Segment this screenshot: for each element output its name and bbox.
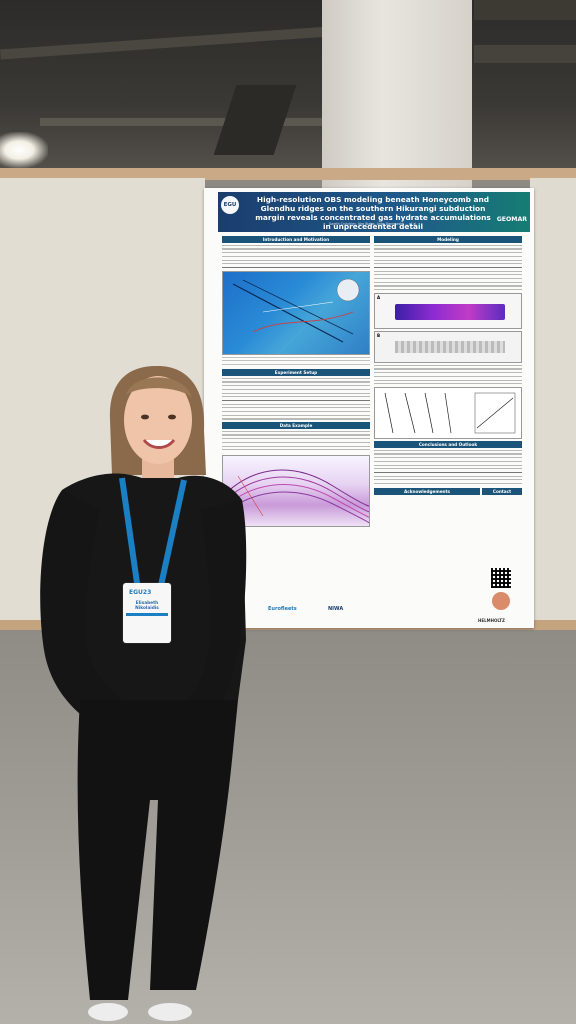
lanyard-left xyxy=(119,477,141,591)
survey-map-figure xyxy=(222,271,370,355)
hair-fringe xyxy=(126,377,192,398)
ceiling-pipe xyxy=(474,45,576,63)
booth-frame-top xyxy=(0,168,576,180)
right-shoe xyxy=(148,1003,192,1021)
section-heading-intro: Introduction and Motivation xyxy=(222,236,370,243)
section-heading-contact: Contact xyxy=(482,488,522,495)
helmholtz-logo: HELMHOLTZ xyxy=(478,618,505,623)
section-heading-modeling: Modeling xyxy=(374,236,522,243)
left-arm xyxy=(40,490,150,740)
section-text xyxy=(222,431,370,453)
ceiling-light xyxy=(0,132,48,168)
figure-label-a: A xyxy=(377,295,381,300)
ray-coverage-band xyxy=(395,341,505,353)
velocity-model-figure-b: B xyxy=(374,331,522,363)
niwa-logo: NIWA xyxy=(328,606,344,612)
poster-authors: Gareth Crutchley, Jörg Bialas, Anke Dann… xyxy=(328,222,418,226)
smile xyxy=(142,438,176,449)
section-text xyxy=(374,450,522,486)
qr-code xyxy=(491,568,511,588)
poster-right-column: Modeling A B Conclus xyxy=(374,236,522,497)
right-eye xyxy=(168,414,176,420)
badge-name: Elisabeth Nikolaidis xyxy=(135,601,159,611)
badge-logo: EGU23 xyxy=(129,589,152,596)
velocity-model-figure-a: A xyxy=(374,293,522,329)
poster-title: High-resolution OBS modeling beneath Hon… xyxy=(255,195,491,231)
ceiling-beam xyxy=(40,118,330,126)
pants xyxy=(77,700,238,1000)
section-text xyxy=(222,378,370,420)
right-arm xyxy=(172,500,247,736)
section-text xyxy=(374,365,522,385)
velocity-profiles-figure xyxy=(374,387,522,439)
geomar-logo: GEOMAR xyxy=(496,216,527,223)
left-eye xyxy=(141,414,149,420)
section-text xyxy=(222,245,370,269)
poster-left-column: Introduction and Motivation Experiment S… xyxy=(222,236,370,529)
face xyxy=(124,376,192,464)
survey-map-lines xyxy=(232,278,360,343)
scientific-poster: EGU High-resolution OBS modeling beneath… xyxy=(204,188,534,628)
poster-wall-right xyxy=(530,178,576,628)
ceiling-pipe xyxy=(474,0,576,20)
egu-logo: EGU xyxy=(221,196,239,214)
left-shoe xyxy=(88,1003,128,1021)
author-photo xyxy=(492,592,510,610)
velocity-band xyxy=(395,304,505,320)
section-heading-ack: Acknowledgements xyxy=(374,488,480,495)
footer-row: Acknowledgements Contact xyxy=(374,488,522,497)
figure-caption xyxy=(222,357,370,367)
section-heading-data: Data Example xyxy=(222,422,370,429)
seismic-reflections xyxy=(223,469,369,524)
badge-stripe xyxy=(126,613,168,616)
name-badge: EGU23 Elisabeth Nikolaidis xyxy=(123,583,171,643)
seismic-section-figure xyxy=(222,455,370,527)
velocity-profile-lines xyxy=(384,392,516,434)
poster-header: EGU High-resolution OBS modeling beneath… xyxy=(218,192,530,232)
eurofleets-logo: Eurofleets xyxy=(268,606,297,612)
section-heading-setup: Experiment Setup xyxy=(222,369,370,376)
lanyard-right xyxy=(157,479,187,591)
section-text xyxy=(374,245,522,291)
section-heading-conclusions: Conclusions and Outlook xyxy=(374,441,522,448)
figure-label-b: B xyxy=(377,333,381,338)
